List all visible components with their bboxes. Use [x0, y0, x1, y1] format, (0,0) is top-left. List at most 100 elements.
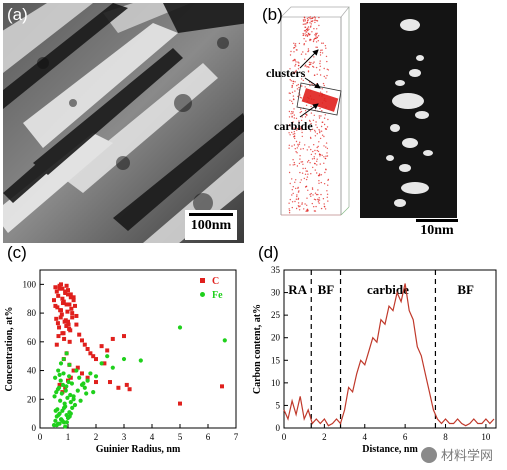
- atom-dot: [295, 151, 297, 153]
- atom-dot: [311, 83, 313, 86]
- atom-dot: [295, 207, 298, 210]
- atom-dot: [324, 114, 326, 116]
- atom-dot: [307, 189, 309, 191]
- atom-dot: [324, 171, 326, 174]
- region-label: RA: [288, 282, 307, 297]
- atom-dot: [306, 176, 309, 178]
- data-point-c: [66, 319, 70, 324]
- atom-dot: [308, 119, 311, 122]
- atom-dot: [302, 51, 304, 53]
- atom-dot: [323, 203, 325, 205]
- atom-dot: [318, 153, 321, 155]
- atom-dot: [313, 56, 315, 58]
- atom-dot: [291, 91, 294, 94]
- atom-dot: [326, 91, 328, 93]
- data-point-fe: [66, 379, 71, 385]
- atom-dot: [295, 45, 297, 47]
- atom-dot: [310, 148, 312, 151]
- atom-dot: [310, 23, 312, 25]
- atom-dot: [313, 28, 315, 30]
- annotation-arrows: [299, 49, 321, 118]
- atom-dot: [310, 173, 312, 175]
- atom-dot: [307, 173, 309, 175]
- x-axis-label-c: Guinier Radius, nm: [96, 444, 181, 455]
- atom-dot: [315, 37, 317, 40]
- atom-dot: [307, 32, 310, 35]
- atom-dot: [296, 194, 298, 196]
- atom-dot: [300, 78, 303, 80]
- data-point-fe: [74, 368, 79, 373]
- carbon-content-line: [283, 283, 495, 427]
- atom-dot: [319, 107, 321, 110]
- data-point-c: [67, 326, 72, 331]
- watermark: 材料学网: [420, 445, 493, 464]
- atom-dot: [288, 92, 290, 94]
- atom-dot: [308, 159, 310, 162]
- atom-dot: [325, 142, 328, 144]
- atom-dot: [326, 190, 328, 192]
- data-point-c: [60, 331, 65, 336]
- atom-dot: [294, 59, 296, 61]
- atom-dot: [317, 199, 320, 201]
- legend-marker-fe: [200, 292, 205, 297]
- atom-dot: [309, 130, 312, 132]
- atom-dot: [293, 117, 295, 119]
- atom-dot: [315, 66, 318, 69]
- atom-dot: [300, 179, 302, 181]
- atom-dot: [304, 167, 307, 170]
- data-point-c: [70, 311, 75, 316]
- atom-dot: [297, 187, 299, 189]
- atom-dot: [300, 126, 302, 128]
- atom-dot: [320, 130, 323, 132]
- atom-dot: [297, 202, 300, 204]
- atom-dot: [301, 129, 303, 131]
- atom-dot: [317, 193, 319, 196]
- atom-dot: [294, 200, 296, 203]
- data-point-c: [66, 292, 70, 297]
- atom-dot: [303, 20, 305, 22]
- arrow-carbide: [299, 103, 319, 118]
- scalebar-b-bar: [416, 219, 458, 222]
- atom-dot: [295, 63, 297, 66]
- atom-dot: [311, 188, 314, 190]
- atom-dot: [298, 162, 301, 165]
- atom-dot: [288, 116, 291, 118]
- atom-dot: [315, 124, 317, 126]
- atom-dot: [295, 198, 298, 200]
- atom-dot: [302, 32, 304, 35]
- atom-dot: [314, 192, 317, 194]
- atom-dot: [313, 114, 315, 117]
- atom-dot: [316, 149, 318, 152]
- atom-dot: [294, 65, 296, 67]
- atom-dot: [324, 208, 327, 210]
- data-point-c: [53, 303, 58, 308]
- data-point-fe: [138, 358, 143, 363]
- y-tick-label-c: 20: [27, 394, 37, 404]
- atom-dot: [304, 173, 307, 175]
- atom-dot: [325, 77, 327, 79]
- atom-dot: [298, 42, 301, 45]
- atom-dot: [310, 122, 312, 125]
- atom-dot: [310, 25, 312, 27]
- data-point-c: [124, 382, 129, 387]
- atom-dot: [294, 181, 296, 183]
- atom-dot: [319, 163, 321, 165]
- legend-label: C: [212, 276, 219, 287]
- legend-marker-c: [200, 278, 205, 283]
- atom-dot: [323, 183, 326, 185]
- clusters-annotation: clusters: [266, 66, 306, 80]
- x-tick-label-d: 4: [363, 432, 368, 442]
- atom-dot: [311, 187, 314, 189]
- scalebar-a-box: 100nm: [185, 210, 237, 240]
- atom-dot: [295, 117, 298, 120]
- atom-dot: [304, 116, 307, 118]
- atom-dot: [319, 74, 322, 76]
- atom-dot: [303, 38, 305, 40]
- data-point-fe: [53, 375, 58, 380]
- atom-dot: [315, 35, 317, 37]
- atom-dot: [302, 167, 304, 170]
- atom-dot: [308, 63, 311, 66]
- atom-dot: [298, 62, 300, 64]
- atom-dot: [293, 131, 295, 133]
- data-point-c: [60, 301, 65, 306]
